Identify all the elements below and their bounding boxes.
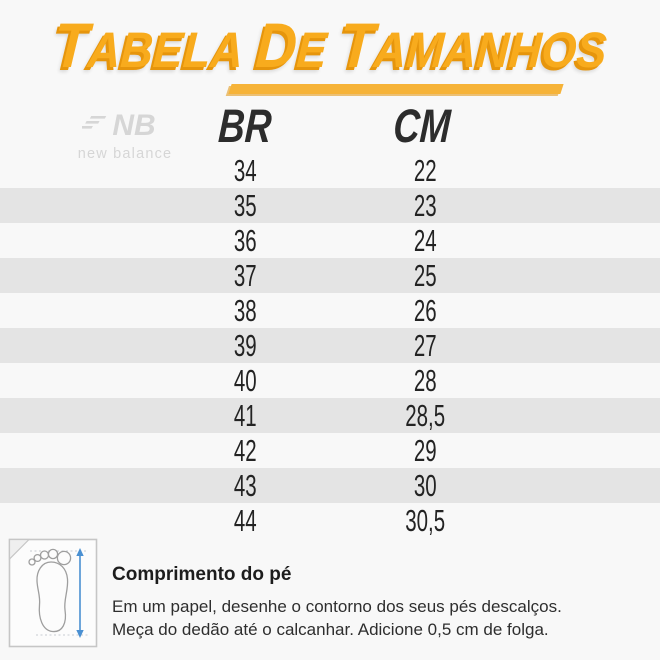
cm-size-cell: 24 [413, 223, 437, 258]
cm-size-cell: 27 [413, 328, 437, 363]
br-size-cell: 35 [233, 188, 257, 223]
instructions-heading: Comprimento do pé [112, 564, 292, 585]
cm-size-cell: 22 [413, 153, 437, 188]
table-row: 34 22 [0, 153, 660, 188]
brand-logo: NB new balance [70, 107, 180, 163]
cm-size-cell: 28,5 [405, 398, 445, 433]
table-row: 41 28,5 [0, 398, 660, 433]
table-row: 44 30,5 [0, 503, 660, 538]
svg-text:NB: NB [112, 109, 155, 142]
size-table: 34 22 35 23 36 24 37 25 38 26 39 27 40 28 41 28,5 42 29 43… [0, 153, 660, 538]
table-row: 36 24 [0, 223, 660, 258]
table-header: NB new balance BR CM [0, 97, 660, 162]
br-size-cell: 34 [233, 153, 257, 188]
br-size-cell: 43 [233, 468, 257, 503]
table-row: 38 26 [0, 293, 660, 328]
table-row: 40 28 [0, 363, 660, 398]
instructions-line-2: Meça do dedão até o calcanhar. Adicione … [112, 620, 549, 639]
new-balance-logo-icon: NB [80, 109, 156, 142]
title-underline [228, 84, 564, 94]
footer: Comprimento do pé Em um papel, desenhe o… [0, 538, 660, 660]
br-size-cell: 40 [233, 363, 257, 398]
cm-size-cell: 29 [413, 433, 437, 468]
br-size-cell: 42 [233, 433, 257, 468]
br-size-cell: 36 [233, 223, 257, 258]
cm-size-cell: 30 [413, 468, 437, 503]
br-size-cell: 37 [233, 258, 257, 293]
page-title: TABELA DE TAMANHOS [0, 8, 660, 88]
page-title-text: TABELA DE TAMANHOS [51, 11, 609, 81]
column-header-cm: CM [392, 99, 452, 152]
column-header-br: BR [217, 99, 273, 152]
cm-size-cell: 30,5 [405, 503, 445, 538]
br-size-cell: 44 [233, 503, 257, 538]
br-size-cell: 38 [233, 293, 257, 328]
table-row: 43 30 [0, 468, 660, 503]
br-size-cell: 39 [233, 328, 257, 363]
table-row: 39 27 [0, 328, 660, 363]
measurement-arrow [76, 548, 84, 638]
cm-size-cell: 26 [413, 293, 437, 328]
br-size-cell: 41 [233, 398, 257, 433]
cm-size-cell: 28 [413, 363, 437, 398]
cm-size-cell: 25 [413, 258, 437, 293]
cm-size-cell: 23 [413, 188, 437, 223]
foot-measure-icon [8, 538, 98, 648]
foot-measure-instructions: Comprimento do pé Em um papel, desenhe o… [112, 564, 652, 641]
table-row: 37 25 [0, 258, 660, 293]
brand-name: new balance [77, 146, 173, 162]
table-row: 42 29 [0, 433, 660, 468]
instructions-line-1: Em um papel, desenhe o contorno dos seus… [112, 597, 562, 616]
table-row: 35 23 [0, 188, 660, 223]
